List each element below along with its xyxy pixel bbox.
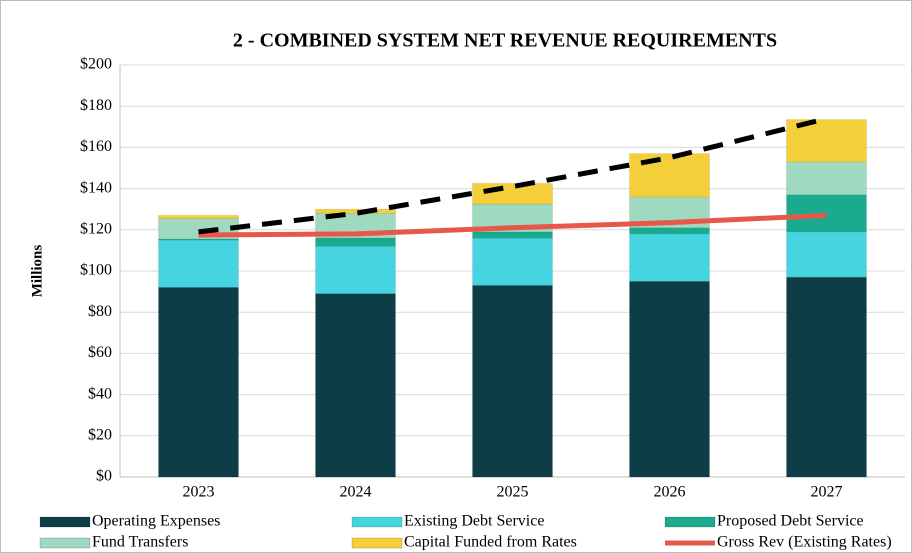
bar-segment — [629, 281, 710, 478]
bar-segment — [472, 285, 553, 478]
bar-segment — [315, 293, 396, 478]
x-tick-label: 2025 — [497, 484, 529, 501]
bar-segment — [158, 215, 239, 219]
y-tick-label: $120 — [80, 220, 112, 237]
x-tick-label: 2026 — [654, 484, 686, 501]
y-tick-label: $180 — [80, 97, 112, 114]
bar-segment — [629, 153, 710, 198]
legend-label: Gross Rev (Existing Rates) — [717, 534, 892, 551]
bar-segment — [629, 227, 710, 235]
x-tick-label: 2024 — [340, 484, 372, 501]
y-tick-label: $100 — [80, 262, 112, 279]
legend-swatch — [351, 516, 403, 528]
y-tick-label: $140 — [80, 179, 112, 196]
legend-label: Capital Funded from Rates — [404, 534, 577, 551]
legend-swatch — [39, 516, 91, 528]
legend-label: Proposed Debt Service — [717, 513, 864, 530]
legend-swatch — [664, 516, 716, 528]
bar-segment — [629, 233, 710, 282]
line-series — [198, 212, 827, 238]
bar-segment — [472, 237, 553, 286]
y-tick-label: $200 — [80, 56, 112, 73]
legend-label: Operating Expenses — [92, 513, 220, 530]
line-series — [198, 116, 828, 235]
legend-swatch — [351, 537, 403, 549]
bar-segment — [315, 208, 396, 214]
y-tick-label: $160 — [80, 138, 112, 155]
bar-segment — [786, 276, 867, 478]
chart-title: 2 - COMBINED SYSTEM NET REVENUE REQUIREM… — [233, 30, 777, 52]
bar-segment — [158, 239, 239, 288]
legend-swatch — [39, 537, 91, 549]
bar-segment — [786, 231, 867, 278]
y-axis-title: Millions — [29, 245, 45, 298]
legend-label: Existing Debt Service — [404, 513, 544, 530]
y-tick-label: $60 — [88, 344, 112, 361]
legend-label: Fund Transfers — [92, 534, 188, 551]
bar-segment — [315, 237, 396, 247]
bar-segment — [786, 161, 867, 196]
x-tick-label: 2027 — [811, 484, 843, 501]
y-tick-label: $0 — [96, 468, 112, 485]
bar-segment — [472, 231, 553, 239]
y-tick-label: $20 — [88, 426, 112, 443]
x-tick-label: 2023 — [183, 484, 215, 501]
bar-segment — [786, 194, 867, 233]
y-tick-label: $80 — [88, 303, 112, 320]
y-tick-label: $40 — [88, 385, 112, 402]
bar-segment — [158, 287, 239, 478]
bar-segment — [315, 246, 396, 294]
